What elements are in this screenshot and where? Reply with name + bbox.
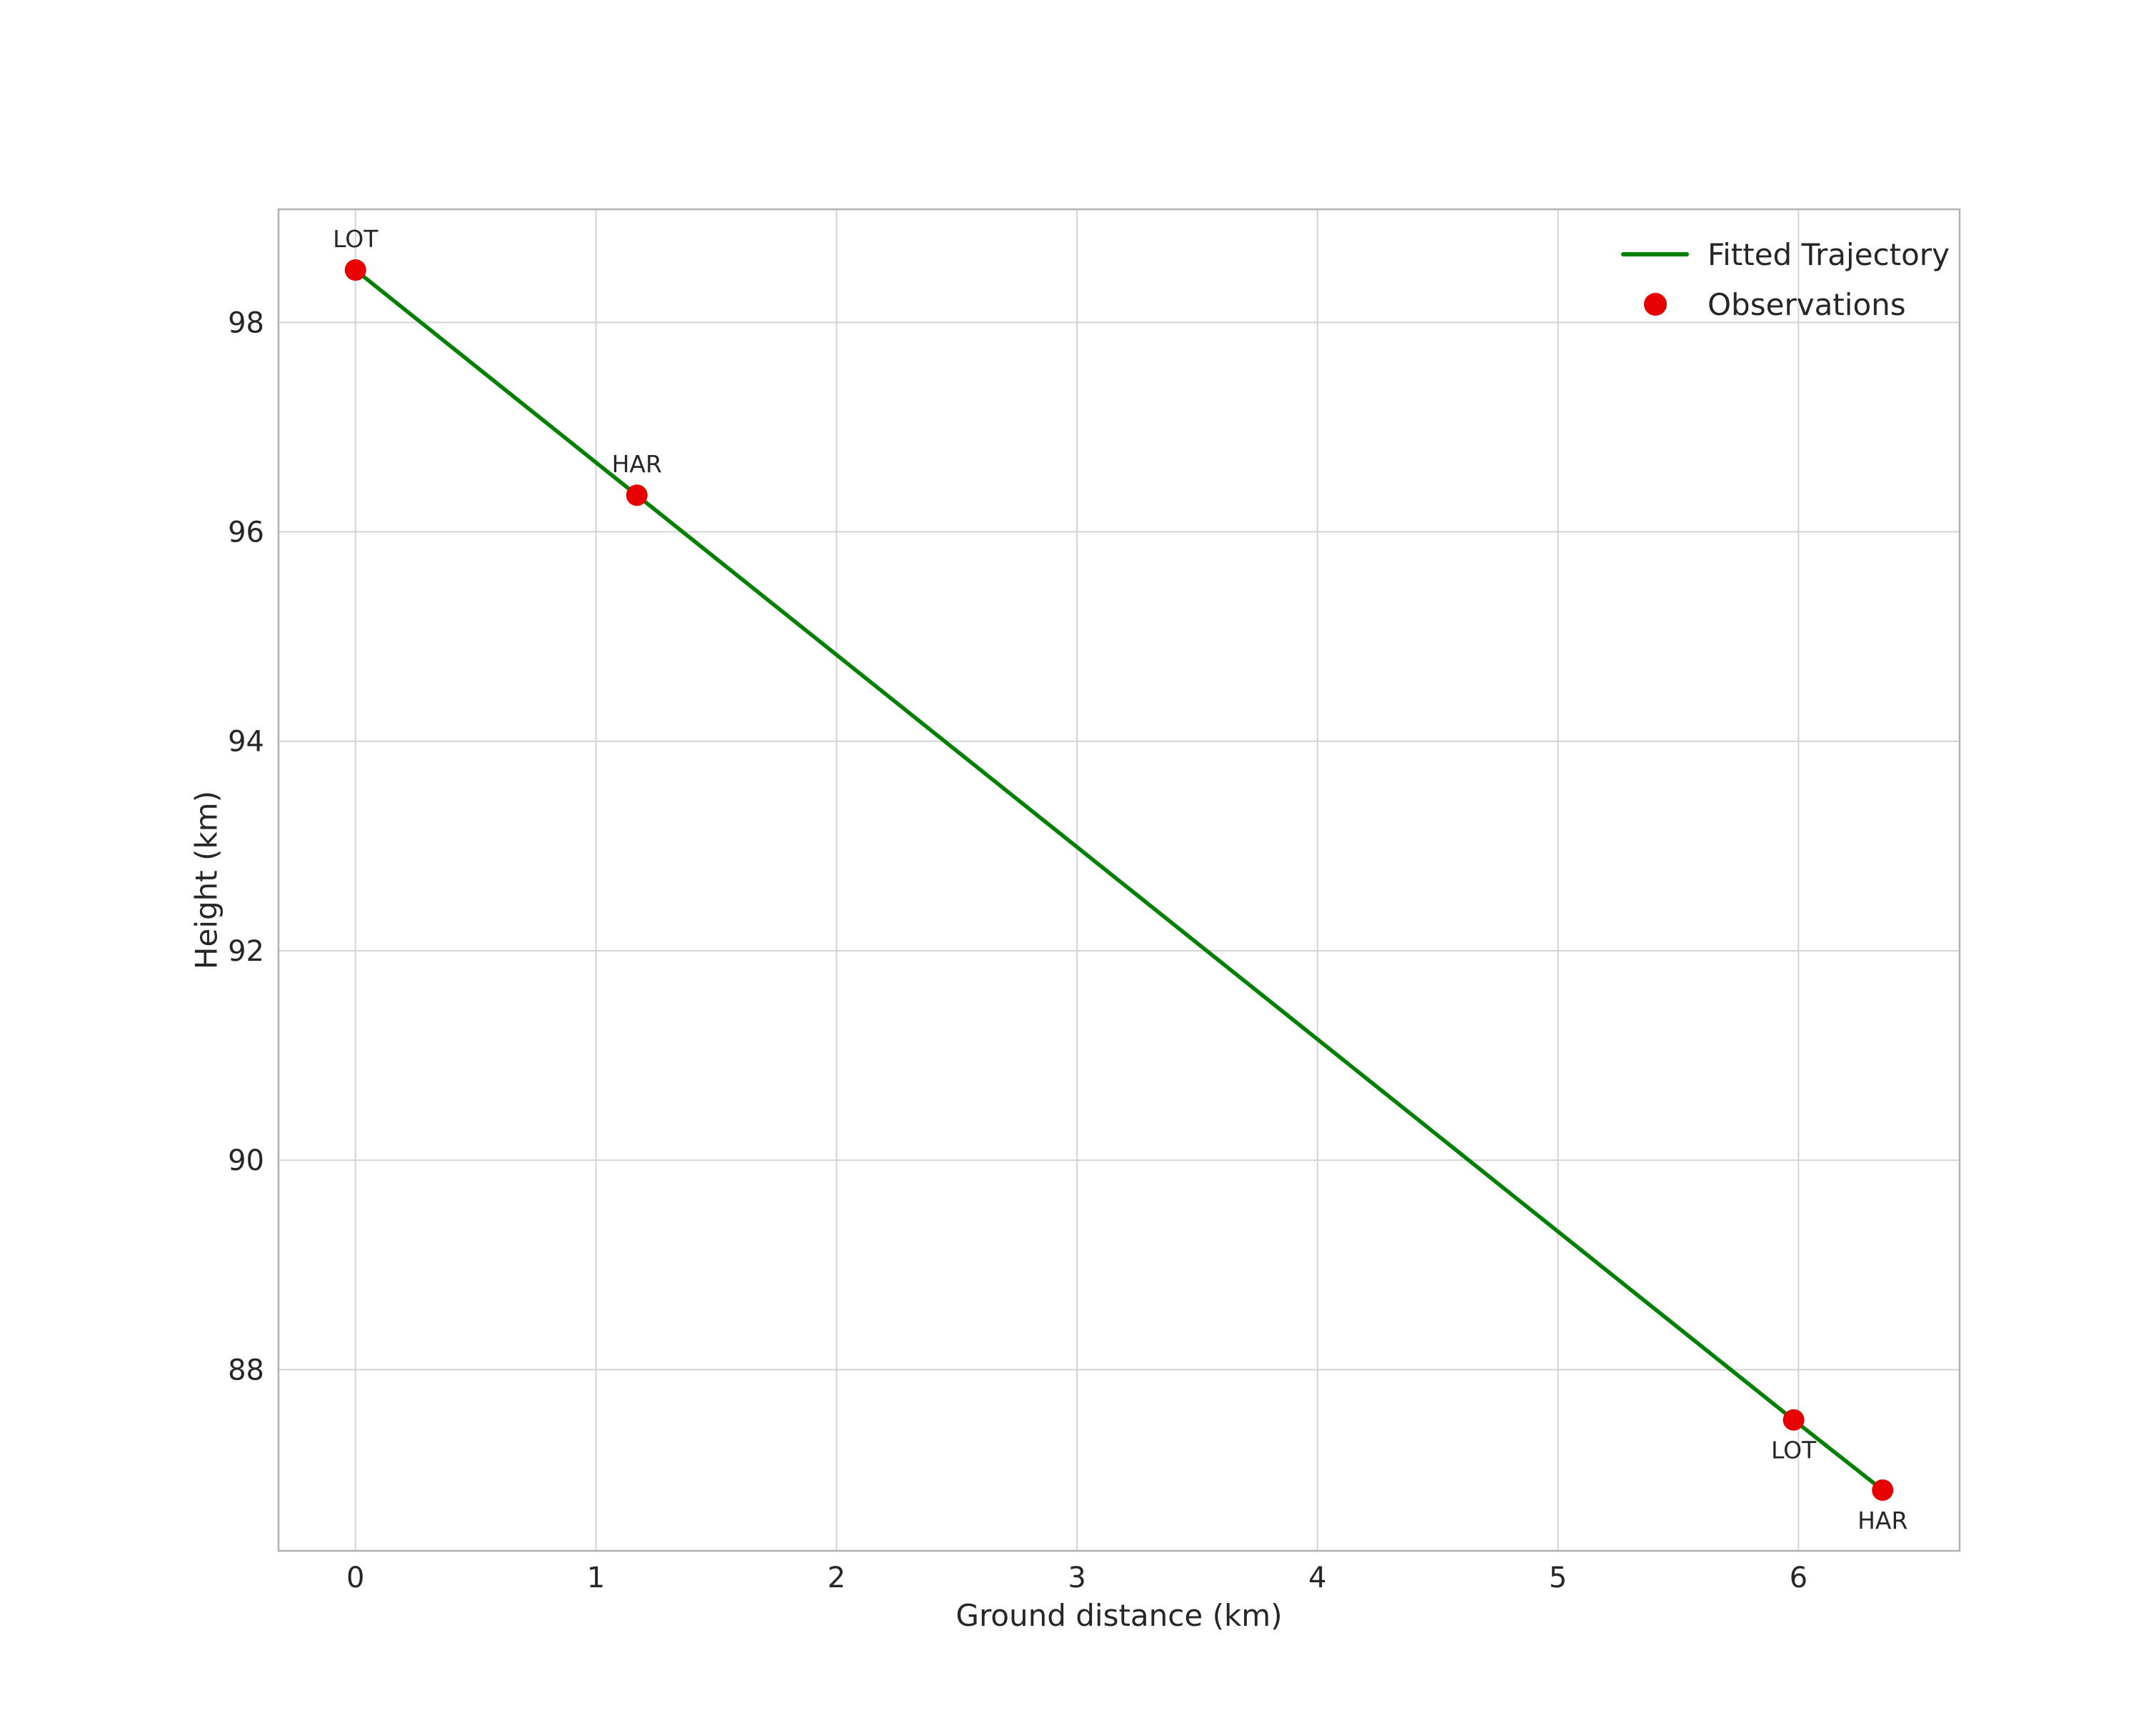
legend: Fitted Trajectory Observations [1621,236,1950,323]
x-tick-label: 2 [828,1562,846,1594]
observation-point [1872,1479,1894,1501]
x-tick-label: 6 [1790,1562,1807,1594]
x-tick-label: 1 [587,1562,605,1594]
legend-entry-observations: Observations [1621,286,1950,323]
y-tick-label: 98 [228,306,264,339]
observation-label: LOT [333,225,378,253]
legend-marker-sample [1643,293,1667,316]
y-axis-label: Height (km) [189,790,224,970]
plot-border [277,208,1961,1552]
observation-label: LOT [1771,1437,1817,1464]
legend-line-sample [1621,252,1689,256]
observation-point [626,484,648,506]
x-axis-label: Ground distance (km) [956,1598,1283,1633]
observation-point [1783,1409,1805,1431]
x-tick-label: 3 [1068,1562,1085,1594]
legend-entry-fitted-trajectory: Fitted Trajectory [1621,236,1950,273]
observation-point [344,259,366,281]
y-tick-label: 92 [228,935,264,968]
legend-label: Observations [1708,286,1906,322]
legend-sample [1621,293,1689,316]
y-tick-label: 88 [228,1354,264,1387]
legend-sample [1621,252,1689,256]
x-tick-label: 0 [346,1562,364,1594]
fitted-trajectory-line [354,268,1885,1492]
observation-label: HAR [1857,1507,1907,1534]
observation-label: HAR [612,450,662,478]
x-tick-label: 5 [1549,1562,1567,1594]
x-tick-label: 4 [1308,1562,1326,1594]
y-tick-label: 90 [228,1144,264,1177]
legend-label: Fitted Trajectory [1708,236,1950,272]
y-tick-label: 94 [228,726,264,759]
y-tick-label: 96 [228,516,264,549]
